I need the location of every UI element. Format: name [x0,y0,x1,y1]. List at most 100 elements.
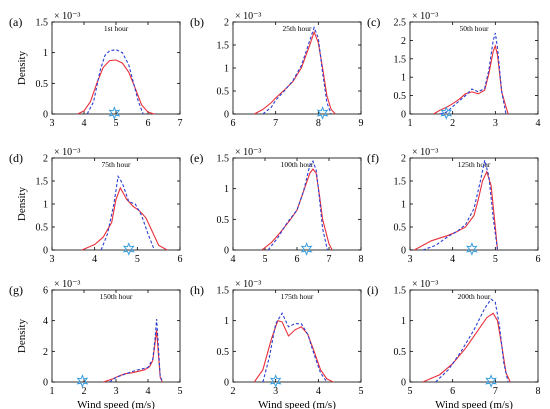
x-tick-label: 5 [263,254,268,265]
panel-title: 200th hour [458,292,491,301]
x-tick-label: 3 [408,254,413,265]
x-tick-label: 1 [408,118,413,129]
y-tick-label: 1.5 [394,54,407,65]
subplot-i: 5 6 7 8 0 0.5 1 1.5 × 10⁻³ (i) 200th hour Wind spee… [367,279,541,409]
kde-curve [103,329,163,383]
y-axis-label: Density [16,318,28,353]
x-tick-label: 6 [450,386,455,397]
subplot-a: 3 4 5 6 7 0 0.5 1 1.5 × 10⁻³ (a) 1st hour Density [9,11,183,129]
actual-value-marker [465,242,478,256]
x-tick-label: 9 [359,118,364,129]
subplot-d: 3 4 5 6 0 0.5 1 1.5 2 × 10⁻³ (d) 75th hour Density [9,147,183,265]
y-exponent-label: × 10⁻³ [54,147,80,158]
kde-curve [422,312,511,383]
y-tick-label: 2 [401,36,406,47]
y-tick-label: 4 [43,316,48,327]
x-tick-label: 5 [114,118,119,129]
x-tick-label: 5 [359,386,364,397]
x-tick-label: 6 [295,254,300,265]
x-tick-label: 5 [408,386,413,397]
x-tick-label: 2 [231,386,236,397]
y-tick-label: 0 [224,378,229,389]
x-tick-label: 3 [493,118,498,129]
axes-box [409,21,539,115]
x-axis-label: Wind speed (m/s) [258,399,336,409]
y-tick-label: 0.5 [394,91,407,102]
panel-title: 100th hour [281,160,314,169]
subplot-c: 1 2 3 4 0 0.5 1 1.5 2 2.5 × 10⁻³ (c) 50th hour [367,11,541,129]
y-tick-label: 1.5 [217,154,230,165]
histogram-curve [86,49,144,115]
y-axis-label: Density [16,186,28,221]
x-tick-label: 7 [178,118,183,129]
x-tick-label: 2 [82,386,87,397]
panel-letter: (c) [367,15,380,29]
y-tick-label: 1 [401,316,406,327]
y-tick-label: 2 [43,347,48,358]
y-exponent-label: × 10⁻³ [412,147,438,158]
y-tick-label: 1 [43,200,48,211]
y-tick-label: 1.5 [394,286,407,297]
x-tick-label: 5 [135,254,140,265]
y-tick-label: 0.5 [36,223,49,234]
y-exponent-label: × 10⁻³ [54,11,80,22]
y-tick-label: 0 [43,378,48,389]
y-tick-label: 1.5 [217,41,230,52]
panel-letter: (i) [367,283,378,297]
y-tick-label: 1 [401,73,406,84]
y-exponent-label: × 10⁻³ [235,147,261,158]
x-tick-label: 8 [536,386,541,397]
axes-box [232,157,362,251]
histogram-curve [262,25,332,115]
y-tick-label: 2 [43,154,48,165]
subplot-b: 6 7 8 9 0 0.5 1 1.5 2 × 10⁻³ (b) 25th hour [190,11,364,129]
panel-letter: (b) [190,15,204,29]
actual-value-marker [316,106,329,120]
panel-letter: (h) [190,283,204,297]
x-tick-label: 8 [316,118,321,129]
y-tick-label: 1 [224,316,229,327]
kde-curve [77,59,155,115]
y-axis-label: Density [16,50,28,85]
axes-box [51,21,181,115]
kde-curve [433,44,509,115]
x-tick-label: 6 [178,254,183,265]
y-exponent-label: × 10⁻³ [412,11,438,22]
x-axis-label: Wind speed (m/s) [77,399,155,409]
histogram-curve [100,174,155,251]
panel-title: 50th hour [460,24,489,33]
x-tick-label: 2 [450,118,455,129]
x-tick-label: 6 [146,118,151,129]
y-tick-label: 1.5 [36,18,49,29]
y-tick-label: 0 [224,110,229,121]
x-tick-label: 7 [493,386,498,397]
y-tick-label: 6 [43,286,48,297]
y-exponent-label: × 10⁻³ [235,279,261,290]
histogram-curve [109,319,163,383]
axes-box [409,157,539,251]
panel-title: 125th hour [458,160,491,169]
actual-value-marker [440,106,453,120]
x-tick-label: 4 [316,386,321,397]
kde-curve [81,186,168,251]
actual-value-marker [76,374,89,388]
subplot-f: 3 4 5 6 0 0.5 1 1.5 2 × 10⁻³ (f) 125th hour [367,147,541,265]
y-tick-label: 0.5 [217,215,230,226]
y-tick-label: 2 [224,18,229,29]
y-tick-label: 0 [401,246,406,257]
panel-title: 175th hour [281,292,314,301]
y-exponent-label: × 10⁻³ [54,279,80,290]
y-exponent-label: × 10⁻³ [235,11,261,22]
axes-box [51,289,181,383]
x-tick-label: 3 [50,254,55,265]
panel-title: 25th hour [283,24,312,33]
y-tick-label: 0 [43,246,48,257]
panel-title: 150th hour [100,292,133,301]
x-tick-label: 8 [359,254,364,265]
actual-value-marker [485,374,497,388]
kde-curve [254,30,336,115]
y-tick-label: 0.5 [394,347,407,358]
y-tick-label: 0 [401,378,406,389]
x-tick-label: 5 [178,386,183,397]
actual-value-marker [269,374,282,388]
